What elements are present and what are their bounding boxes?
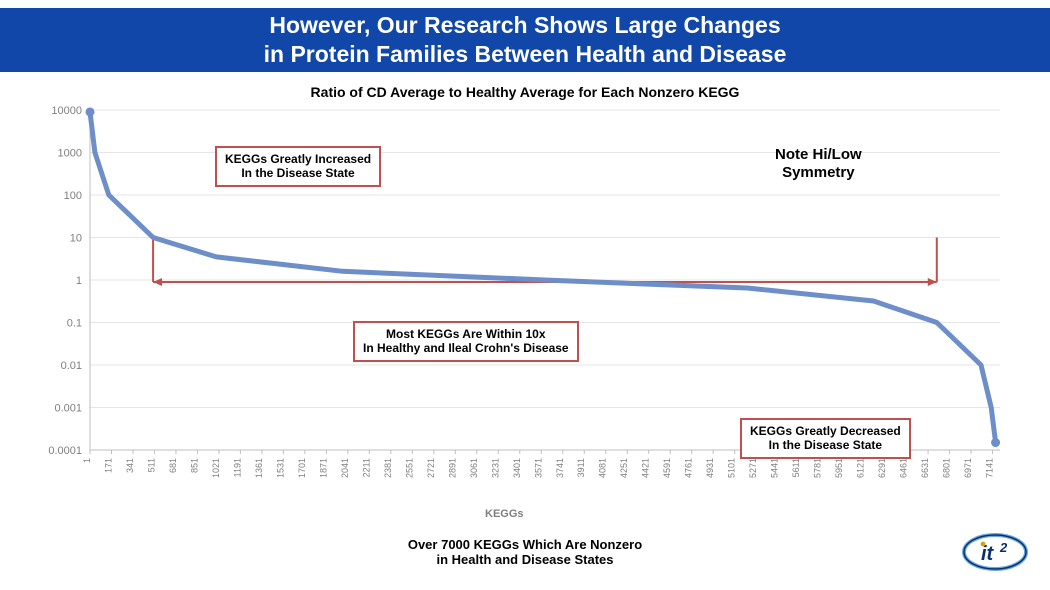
svg-text:1021: 1021 bbox=[211, 458, 221, 478]
svg-text:0.01: 0.01 bbox=[61, 360, 82, 372]
svg-text:10000: 10000 bbox=[51, 105, 82, 117]
svg-text:0.0001: 0.0001 bbox=[48, 445, 82, 457]
svg-text:3061: 3061 bbox=[469, 458, 479, 478]
svg-text:851: 851 bbox=[189, 458, 199, 473]
svg-text:5441: 5441 bbox=[770, 458, 780, 478]
svg-text:4591: 4591 bbox=[662, 458, 672, 478]
svg-text:2891: 2891 bbox=[447, 458, 457, 478]
svg-text:6121: 6121 bbox=[856, 458, 866, 478]
svg-text:1191: 1191 bbox=[232, 458, 242, 477]
svg-text:2041: 2041 bbox=[340, 458, 350, 478]
svg-text:0.001: 0.001 bbox=[54, 403, 82, 415]
svg-text:1871: 1871 bbox=[318, 458, 328, 478]
svg-text:6291: 6291 bbox=[877, 458, 887, 478]
svg-text:3911: 3911 bbox=[576, 458, 586, 477]
svg-text:2381: 2381 bbox=[383, 458, 393, 478]
svg-text:3741: 3741 bbox=[555, 458, 565, 478]
svg-text:5271: 5271 bbox=[748, 458, 758, 478]
svg-text:1: 1 bbox=[82, 458, 92, 463]
svg-text:10: 10 bbox=[70, 233, 82, 245]
callout-within10x: Most KEGGs Are Within 10xIn Healthy and … bbox=[353, 321, 579, 362]
svg-text:4421: 4421 bbox=[641, 458, 651, 478]
slide-title: However, Our Research Shows Large Change… bbox=[264, 11, 787, 69]
svg-text:1000: 1000 bbox=[58, 148, 82, 160]
svg-text:5951: 5951 bbox=[834, 458, 844, 478]
logo-it2: it 2 bbox=[960, 532, 1030, 572]
svg-text:4251: 4251 bbox=[619, 458, 629, 478]
svg-text:1361: 1361 bbox=[254, 458, 264, 478]
svg-text:4761: 4761 bbox=[684, 458, 694, 478]
svg-text:2211: 2211 bbox=[361, 458, 371, 477]
svg-text:511: 511 bbox=[146, 458, 156, 472]
svg-text:7141: 7141 bbox=[985, 458, 995, 478]
svg-text:341: 341 bbox=[125, 458, 135, 473]
title-bar: However, Our Research Shows Large Change… bbox=[0, 8, 1050, 72]
svg-text:6631: 6631 bbox=[920, 458, 930, 478]
svg-text:4081: 4081 bbox=[598, 458, 608, 478]
svg-text:100: 100 bbox=[64, 190, 82, 202]
svg-text:6971: 6971 bbox=[963, 458, 973, 478]
svg-text:2721: 2721 bbox=[426, 458, 436, 478]
svg-text:5611: 5611 bbox=[791, 458, 801, 477]
svg-text:1701: 1701 bbox=[297, 458, 307, 478]
svg-text:3231: 3231 bbox=[490, 458, 500, 478]
x-axis-label: KEGGs bbox=[485, 508, 524, 520]
svg-text:1: 1 bbox=[76, 275, 82, 287]
svg-text:5101: 5101 bbox=[727, 458, 737, 478]
svg-text:3571: 3571 bbox=[533, 458, 543, 478]
callout-increased: KEGGs Greatly IncreasedIn the Disease St… bbox=[215, 146, 381, 187]
svg-text:2: 2 bbox=[999, 540, 1008, 555]
svg-text:171: 171 bbox=[103, 458, 113, 473]
svg-text:6461: 6461 bbox=[899, 458, 909, 478]
svg-text:4931: 4931 bbox=[705, 458, 715, 478]
svg-text:1531: 1531 bbox=[275, 458, 285, 478]
svg-text:3401: 3401 bbox=[512, 458, 522, 478]
svg-text:681: 681 bbox=[168, 458, 178, 473]
footnote: Over 7000 KEGGs Which Are Nonzeroin Heal… bbox=[0, 537, 1050, 568]
svg-text:5781: 5781 bbox=[813, 458, 823, 478]
note-symmetry: Note Hi/LowSymmetry bbox=[775, 146, 862, 182]
chart-title: Ratio of CD Average to Healthy Average f… bbox=[0, 84, 1050, 100]
callout-decreased: KEGGs Greatly DecreasedIn the Disease St… bbox=[740, 418, 911, 459]
svg-text:2551: 2551 bbox=[404, 458, 414, 478]
svg-text:0.1: 0.1 bbox=[67, 318, 82, 330]
svg-text:6801: 6801 bbox=[942, 458, 952, 478]
